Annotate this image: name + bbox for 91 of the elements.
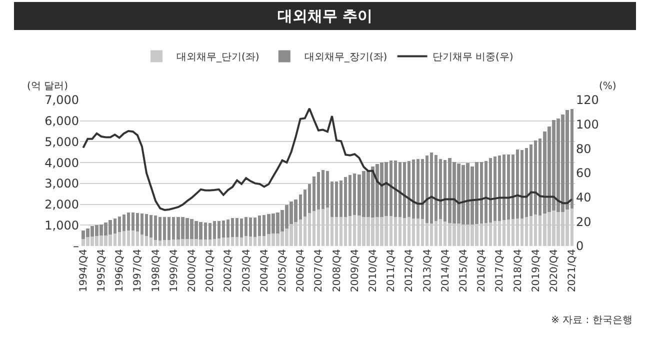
bar bbox=[144, 236, 148, 246]
bar bbox=[244, 216, 248, 236]
bar bbox=[235, 237, 239, 246]
text: ※ 자료 : 한국은행 bbox=[551, 315, 632, 326]
y-tick-label: 3,000 bbox=[44, 176, 79, 191]
bar bbox=[230, 218, 234, 238]
x-tick-label: 2013/Q4 bbox=[422, 249, 434, 292]
bar bbox=[154, 240, 158, 246]
x-tick-label: 2008/Q4 bbox=[332, 249, 343, 292]
x-tick-label: 2015/Q4 bbox=[458, 249, 470, 292]
x-tick-label: 2011/Q4 bbox=[386, 249, 398, 292]
x-tick-label: 2004/Q4 bbox=[259, 249, 270, 292]
bar bbox=[502, 154, 506, 220]
x-tick-label: 2014/Q4 bbox=[440, 249, 452, 292]
x-tick-label: 2006/Q4 bbox=[296, 249, 307, 292]
x-tick-label: 2005/Q4 bbox=[278, 249, 288, 292]
y2-tick-label: 100 bbox=[576, 118, 599, 132]
legend-label: 대외채무_단기(좌) bbox=[176, 52, 260, 64]
y-tick-label: 5,000 bbox=[44, 134, 79, 149]
bar bbox=[407, 161, 411, 218]
line-series bbox=[82, 108, 573, 211]
x-tick-label: 2001/Q4 bbox=[205, 249, 216, 292]
bar bbox=[240, 237, 244, 246]
x-tick-label: 1999/Q4 bbox=[168, 249, 180, 292]
y-tick-label: 6,000 bbox=[44, 114, 79, 128]
x-tick-label: 2018/Q4 bbox=[512, 249, 524, 292]
legend-label: 대외채무_장기(좌) bbox=[304, 52, 388, 64]
x-tick-label: 2009/Q4 bbox=[350, 249, 361, 292]
y-axis-title: (억 달러) bbox=[27, 81, 68, 92]
x-tick-label: 1996/Q4 bbox=[114, 249, 126, 292]
y2-tick-label: 120 bbox=[576, 93, 599, 108]
bar bbox=[240, 218, 244, 238]
bar bbox=[321, 170, 325, 210]
bar bbox=[222, 220, 226, 238]
bar bbox=[136, 213, 140, 232]
bar bbox=[136, 231, 140, 246]
bar bbox=[312, 176, 316, 211]
bar bbox=[131, 230, 135, 246]
bar bbox=[506, 154, 510, 220]
y-tick-label: – bbox=[73, 239, 79, 254]
y2-tick-label: 0 bbox=[576, 239, 584, 254]
x-tick-label: 2016/Q4 bbox=[476, 249, 488, 292]
bar bbox=[149, 237, 153, 246]
x-tick-label: 2002/Q4 bbox=[223, 249, 234, 292]
legend-label: 단기채무 비중(우) bbox=[432, 52, 514, 64]
bar bbox=[244, 236, 248, 246]
bar bbox=[140, 234, 144, 246]
x-tick-label: 2000/Q4 bbox=[187, 249, 198, 292]
bar bbox=[520, 150, 524, 218]
bar bbox=[516, 149, 520, 218]
y-tick-label: 1,000 bbox=[44, 218, 79, 232]
x-tick-label: 1995/Q4 bbox=[96, 249, 108, 292]
bar bbox=[226, 220, 230, 238]
bar bbox=[430, 152, 434, 224]
bar bbox=[222, 238, 226, 246]
bar bbox=[420, 158, 424, 220]
bar bbox=[149, 214, 153, 238]
y-tick-label: 2,000 bbox=[44, 197, 79, 212]
x-tick-label: 2020/Q4 bbox=[548, 249, 560, 292]
bar bbox=[154, 216, 158, 240]
bar bbox=[425, 156, 429, 223]
x-tick-label: 1998/Q4 bbox=[150, 249, 162, 292]
x-tick-label: 1997/Q4 bbox=[132, 249, 144, 292]
bar bbox=[235, 218, 239, 238]
bar bbox=[339, 180, 343, 218]
x-tick-label: 2017/Q4 bbox=[494, 249, 506, 292]
x-tick-label: 1994/Q4 bbox=[78, 249, 90, 292]
x-tick-label: 2019/Q4 bbox=[530, 249, 542, 292]
x-tick-label: 2003/Q4 bbox=[241, 249, 252, 292]
chart-title: 대외채무 추이 bbox=[14, 2, 636, 30]
bar bbox=[498, 156, 502, 221]
bar bbox=[316, 172, 320, 210]
y-tick-label: 7,000 bbox=[44, 93, 79, 108]
x-tick-label: 2012/Q4 bbox=[404, 249, 416, 292]
bar bbox=[226, 238, 230, 246]
y2-tick-label: 60 bbox=[576, 166, 592, 180]
x-tick-label: 2021/Q4 bbox=[567, 249, 578, 292]
bar bbox=[230, 237, 234, 246]
y2-tick-label: 80 bbox=[576, 142, 592, 156]
bar bbox=[131, 212, 135, 230]
x-tick-label: 2007/Q4 bbox=[314, 249, 325, 292]
bar bbox=[144, 214, 148, 236]
bar bbox=[334, 182, 338, 217]
y2-tick-label: 20 bbox=[576, 214, 592, 229]
bar bbox=[412, 160, 416, 218]
x-tick-label: 2010/Q4 bbox=[368, 249, 379, 292]
bar bbox=[140, 214, 144, 234]
y-tick-label: 4,000 bbox=[44, 156, 79, 170]
y2-tick-label: 40 bbox=[576, 190, 592, 205]
bar bbox=[416, 158, 420, 218]
y2-axis-title: (%) bbox=[599, 81, 616, 92]
